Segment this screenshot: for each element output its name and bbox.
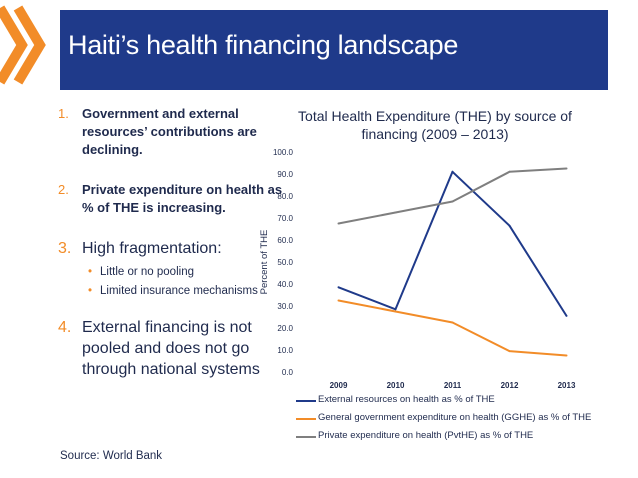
- y-tick-label: 10.0: [277, 346, 293, 355]
- data-point: [508, 170, 511, 173]
- data-point: [451, 200, 454, 203]
- x-tick-label: 2013: [558, 381, 576, 390]
- y-tick-label: 30.0: [277, 302, 293, 311]
- data-point: [337, 222, 340, 225]
- title-bar: Haiti’s health financing landscape: [60, 10, 608, 90]
- data-point: [337, 299, 340, 302]
- legend-swatch: [296, 400, 316, 402]
- point-text: External financing is not pooled and doe…: [82, 319, 260, 378]
- y-tick-label: 80.0: [277, 192, 293, 201]
- data-point: [565, 167, 568, 170]
- bullet-icon: •: [88, 285, 93, 297]
- point-3: 3. High fragmentation: • Little or no poo…: [58, 239, 283, 299]
- slide-title: Haiti’s health financing landscape: [68, 30, 459, 60]
- data-point: [565, 314, 568, 317]
- series-line-3: [338, 167, 567, 225]
- y-tick-label: 70.0: [277, 214, 293, 223]
- legend-label: Private expenditure on health (PvtHE) as…: [318, 430, 534, 441]
- point-number: 1.: [58, 106, 69, 121]
- point-number: 2.: [58, 182, 69, 197]
- point-text: Government and external resources’ contr…: [82, 106, 257, 157]
- point-number: 3.: [58, 240, 72, 257]
- key-points: 1. Government and external resources’ co…: [58, 105, 283, 380]
- chevron-decoration-icon: [0, 5, 46, 85]
- data-point: [394, 310, 397, 313]
- x-tick-label: 2010: [387, 381, 405, 390]
- y-tick-label: 40.0: [277, 280, 293, 289]
- y-tick-label: 90.0: [277, 170, 293, 179]
- source-note: Source: World Bank: [60, 450, 163, 462]
- data-point: [394, 211, 397, 214]
- point-4: 4. External financing is not pooled and …: [58, 317, 283, 380]
- x-tick-label: 2009: [330, 381, 348, 390]
- chart-title: Total Health Expenditure (THE) by source…: [298, 108, 572, 142]
- data-point: [508, 224, 511, 227]
- legend-label: General government expenditure on health…: [318, 412, 592, 423]
- y-tick-label: 20.0: [277, 324, 293, 333]
- point-text: High fragmentation:: [82, 240, 222, 257]
- data-point: [508, 350, 511, 353]
- data-point: [337, 286, 340, 289]
- series-line-2: [338, 299, 567, 357]
- data-point: [451, 321, 454, 324]
- data-point: [394, 308, 397, 311]
- legend-swatch: [296, 418, 316, 420]
- data-point: [451, 170, 454, 173]
- y-axis-label: Percent of THE: [259, 230, 270, 295]
- legend-label: External resources on health as % of THE: [318, 394, 495, 405]
- y-tick-label: 0.0: [282, 368, 294, 377]
- y-tick-label: 50.0: [277, 258, 293, 267]
- point-1: 1. Government and external resources’ co…: [58, 105, 283, 159]
- legend-swatch: [296, 436, 316, 438]
- sub-point: • Limited insurance mechanisms: [88, 285, 258, 297]
- x-tick-label: 2012: [501, 381, 519, 390]
- data-point: [565, 354, 568, 357]
- sub-point: • Little or no pooling: [88, 266, 194, 278]
- point-2: 2. Private expenditure on health as % of…: [58, 181, 283, 217]
- line-chart: Percent of THE 0.0 10.0 20.0 30.0 40.0 50.0 60.…: [259, 148, 576, 390]
- point-text: Private expenditure on health as % of TH…: [82, 182, 283, 215]
- sub-points: • Little or no pooling • Limited insurance…: [82, 265, 283, 299]
- x-tick-label: 2011: [444, 381, 462, 390]
- y-tick-label: 100.0: [273, 148, 294, 157]
- series-line-1: [338, 170, 568, 317]
- y-tick-label: 60.0: [277, 236, 293, 245]
- point-number: 4.: [58, 319, 72, 336]
- bullet-icon: •: [88, 266, 93, 278]
